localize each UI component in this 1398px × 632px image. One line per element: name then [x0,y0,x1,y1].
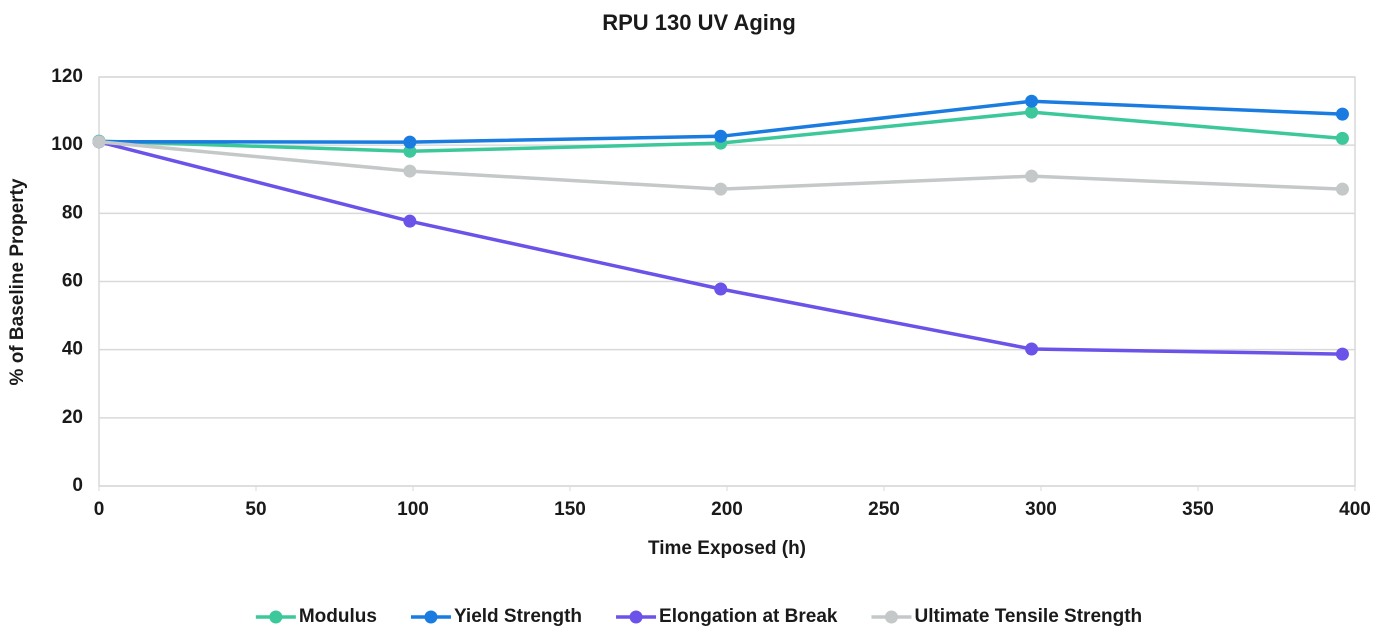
series-marker [1025,94,1039,108]
series-marker [714,129,728,143]
series-marker [1335,131,1349,145]
series-marker [403,135,417,149]
x-tick-label: 0 [94,499,105,520]
legend: Modulus Yield Strength Elongation at Break… [255,606,1142,627]
legend-label: Ultimate Tensile Strength [914,606,1142,627]
series-marker [714,182,728,196]
y-tick-label: 120 [51,66,83,87]
series-marker [714,282,728,296]
x-tick-label: 300 [1025,499,1057,520]
legend-label: Elongation at Break [659,606,838,627]
y-tick-label: 20 [62,407,83,428]
x-tick-label: 250 [868,499,900,520]
series-marker [403,214,417,228]
legend-marker [424,610,438,624]
legend-label: Yield Strength [454,606,582,627]
series-line [98,140,1343,356]
y-tick-label: 80 [62,202,83,223]
legend-label: Modulus [299,606,377,627]
series-marker [1335,347,1349,361]
x-axis-title: Time Exposed (h) [648,538,806,559]
series-marker [1335,107,1349,121]
x-tick-label: 400 [1339,499,1371,520]
legend-marker [629,610,643,624]
y-tick-label: 40 [62,339,83,360]
series-marker [92,135,106,149]
x-tick-label: 150 [554,499,586,520]
x-tick-label: 100 [397,499,429,520]
x-tick-label: 350 [1182,499,1214,520]
y-tick-label: 100 [51,134,83,155]
y-tick-label: 60 [62,271,83,292]
chart-title: RPU 130 UV Aging [602,10,796,35]
series-marker [1025,342,1039,356]
series-marker [403,144,417,158]
x-tick-label: 200 [711,499,743,520]
series-marker [1335,182,1349,196]
legend-marker [884,610,898,624]
x-tick-label: 50 [245,499,266,520]
legend-marker [269,610,283,624]
series-marker [1025,169,1039,183]
y-tick-label: 0 [72,475,83,496]
series-marker [1025,105,1039,119]
y-axis-title: % of Baseline Property [7,178,28,385]
series-marker [403,164,417,178]
